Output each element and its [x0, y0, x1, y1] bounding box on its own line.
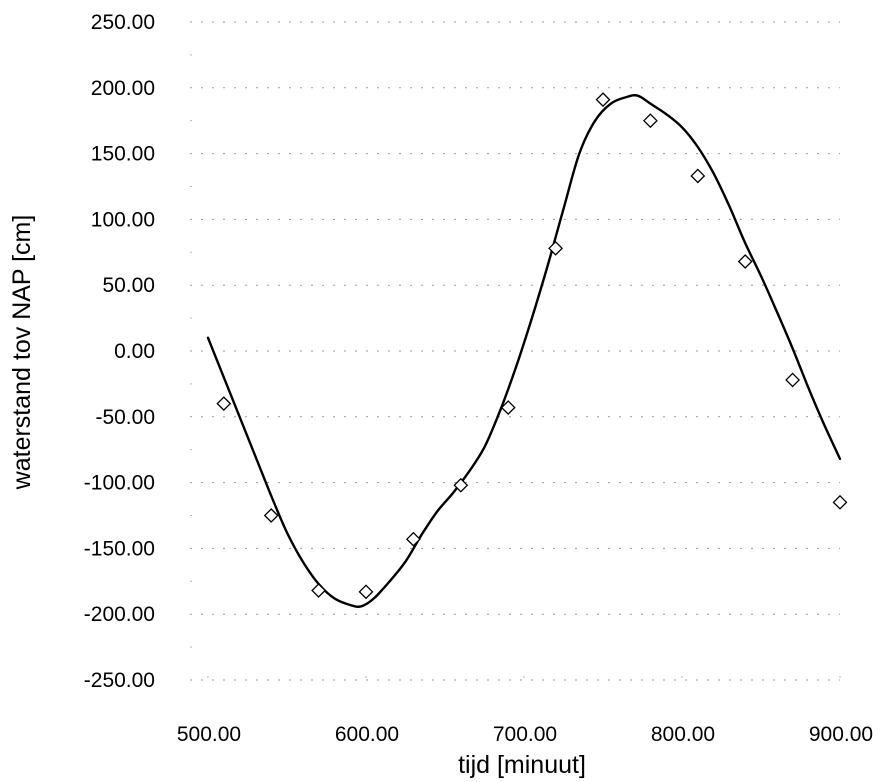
x-tick-label: 500.00	[177, 723, 241, 746]
grid	[190, 21, 841, 686]
data-point-diamond	[216, 396, 232, 412]
data-point-diamond	[737, 254, 753, 269]
y-tick-label: 100.00	[91, 208, 155, 231]
y-axis-tick-labels: 250.00 200.00 150.00 100.00 50.00 0.00 -50.00 -…	[84, 11, 155, 692]
y-tick-label: 0.00	[114, 340, 155, 363]
data-point-diamond	[832, 494, 848, 510]
y-tick-label: 150.00	[91, 143, 155, 166]
x-tick-label: 600.00	[335, 723, 399, 746]
y-tick-label: 250.00	[91, 11, 155, 34]
x-axis-tick-labels: 500.00 600.00 700.00 800.00 900.00	[177, 723, 873, 746]
x-tick-label: 900.00	[809, 723, 873, 746]
data-point-diamond	[690, 168, 706, 184]
y-tick-label: -200.00	[84, 603, 155, 626]
data-point-diamond	[500, 400, 516, 416]
data-point-diamond	[595, 92, 611, 108]
y-tick-label: -150.00	[84, 537, 155, 560]
data-point-diamond	[642, 113, 658, 129]
series-line	[206, 94, 842, 608]
y-tick-label: -250.00	[84, 669, 155, 692]
data-point-diamond	[453, 477, 469, 493]
y-tick-label: -50.00	[95, 406, 155, 429]
y-tick-label: -100.00	[84, 472, 155, 495]
data-point-diamond	[263, 508, 279, 523]
x-axis-title: tijd [minuut]	[458, 751, 586, 779]
data-point-diamond	[311, 583, 327, 598]
x-tick-label: 700.00	[493, 723, 557, 746]
plot-series	[206, 92, 848, 608]
data-point-diamond	[358, 584, 374, 600]
data-point-diamond	[405, 531, 421, 547]
y-axis-title: waterstand tov NAP [cm]	[8, 215, 36, 491]
data-point-diamond	[548, 240, 564, 256]
y-tick-label: 50.00	[102, 274, 155, 297]
y-tick-label: 200.00	[91, 77, 155, 100]
data-point-diamond	[785, 372, 801, 388]
x-tick-label: 800.00	[651, 723, 715, 746]
